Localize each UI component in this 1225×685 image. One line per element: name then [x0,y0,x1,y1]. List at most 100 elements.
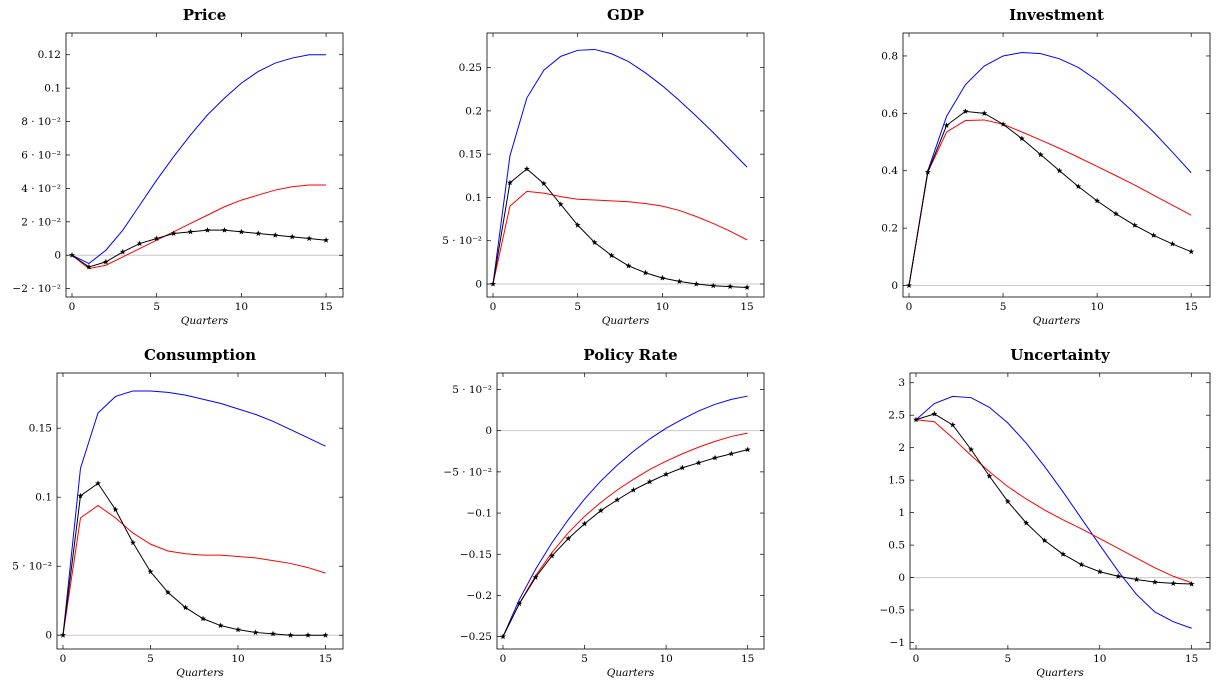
data-point-star [187,228,194,235]
panel-title: Uncertainty [1010,346,1111,364]
data-point-star [924,169,931,175]
data-point-star [217,622,224,629]
data-point-star [727,283,734,290]
x-tick-label: 5 [153,301,160,313]
data-point-star [574,222,581,228]
plot-frame [909,372,1211,650]
data-point-star [252,629,259,635]
data-point-star [548,552,555,559]
y-tick-label: 0 [475,279,482,291]
data-point-star [204,227,211,233]
data-point-star [500,633,506,640]
data-point-star [1115,573,1122,579]
data-point-star [1023,519,1030,526]
y-tick-label: 0.1 [35,492,52,504]
data-point-star [235,626,241,633]
data-point-star [1112,210,1119,217]
series-line-1 [62,504,326,636]
y-tick-label: 6 · 10⁻² [21,149,61,161]
data-point-star [112,506,119,513]
data-point-star [1169,240,1176,247]
data-point-star [614,496,621,503]
data-point-star [287,632,294,638]
data-point-star [676,278,683,284]
x-tick-label: 5 [147,653,154,665]
data-point-star [712,454,719,461]
plot-frame [56,372,344,650]
x-axis-label: Quarters [1033,315,1081,327]
x-tick-label: 15 [740,301,753,313]
y-tick-label: 0.2 [465,105,482,117]
series-line-0 [502,395,748,637]
y-tick-label: 2.5 [888,410,905,422]
data-point-star [659,274,666,281]
data-point-star [981,110,988,116]
series-line-1 [71,184,327,270]
y-tick-label: 5 · 10⁻² [452,384,492,396]
data-point-star [305,632,311,638]
y-tick-label: 3 [898,377,905,389]
data-point-star [200,615,206,622]
data-point-star [270,630,276,637]
panel-investment: Investment 0 5 10 15 0 0.2 0.4 0.6 0.8 Quarters [881,6,1211,327]
data-point-star [95,480,101,486]
data-point-star [1056,167,1063,174]
series-line-0 [492,48,748,285]
data-point-star [102,258,109,265]
panel-title: Price [183,6,227,24]
data-point-star [962,108,969,114]
data-point-star [1075,183,1082,190]
x-tick-label: 10 [1093,653,1106,665]
y-tick-label: 0.8 [881,50,898,62]
y-tick-label: 8 · 10⁻² [21,116,61,128]
x-axis-label: Quarters [1036,667,1084,679]
panel-gdp: GDP 0 5 10 15 0 5 · 10⁻² 0.1 0.15 0.2 0.25 Quarters [442,6,765,327]
data-point-star [608,252,615,258]
data-point-star [60,632,66,638]
data-point-star [516,600,523,607]
series-line-0 [71,54,327,265]
data-point-star [728,450,735,457]
data-point-star [153,235,160,242]
x-tick-label: 0 [906,301,913,313]
data-point-star [532,574,539,580]
series-line-1 [915,419,1192,584]
data-point-star [646,478,653,485]
panel-title: Consumption [144,346,256,364]
data-point-star [1188,248,1195,255]
y-tick-label: 0.1 [44,83,61,95]
panel-title: Policy Rate [583,346,677,364]
y-tick-label: 5 · 10⁻² [442,235,482,247]
plot-frame [65,32,344,298]
y-tick-label: 4 · 10⁻² [21,183,61,195]
x-tick-label: 15 [1185,653,1198,665]
data-point-star [1131,222,1138,228]
data-point-star [306,235,313,242]
x-tick-label: 5 [581,653,588,665]
x-tick-label: 0 [60,653,67,665]
data-point-star [238,228,245,235]
x-tick-label: 10 [235,301,248,313]
y-tick-label: 0.25 [459,62,482,74]
y-tick-label: 1 [898,507,905,519]
x-tick-label: 10 [656,301,669,313]
data-point-star [221,227,228,233]
y-tick-label: 1.5 [888,475,905,487]
panel-price: Price 0 5 10 15 −2 · 10⁻² 0 2 · 10⁻² 4 · 10⁻² 6 ·… [12,6,344,327]
y-tick-label: −0.15 [460,549,492,561]
panel-uncertainty: Uncertainty 0 5 10 15 −1 −0.5 0 0.5 1 1.5 2 2.5 3 Quar… [880,346,1211,679]
series-line-0 [908,52,1192,286]
series-line-2 [492,168,748,288]
y-tick-label: 5 · 10⁻² [12,561,52,573]
y-tick-label: 0.15 [459,149,482,161]
data-point-star [679,464,686,471]
data-point-star [1078,561,1085,568]
panel-policy-rate: Policy Rate 0 5 10 15 −0.25 −0.2 −0.15 −0.1 −5 · … [443,346,765,679]
data-point-star [565,535,572,542]
series-line-1 [502,432,748,637]
y-tick-label: 0 [485,425,492,437]
data-point-star [490,280,496,287]
x-tick-label: 10 [1090,301,1103,313]
series-line-2 [915,413,1192,585]
data-point-star [1018,135,1025,142]
